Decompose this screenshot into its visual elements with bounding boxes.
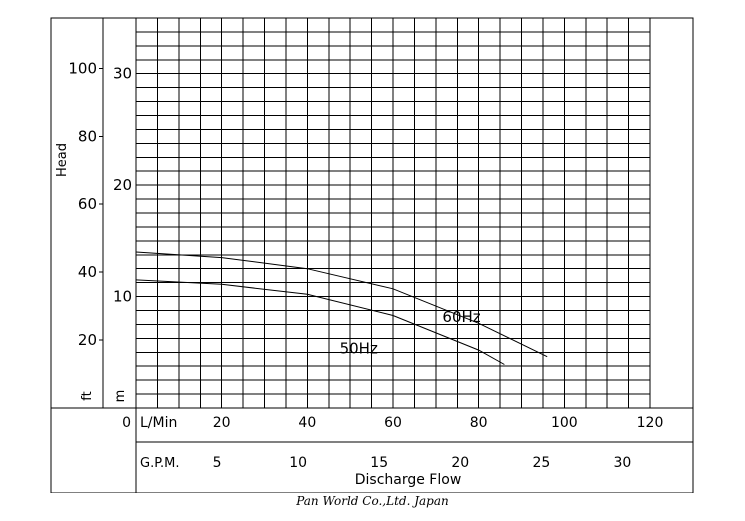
x-tick-label-gpm: 15: [370, 455, 388, 471]
x-tick-label-gpm: 5: [213, 455, 222, 471]
series-line-50hz: [135, 279, 505, 365]
y-tick-label-ft: 100: [68, 59, 97, 77]
y-unit-ft: ft: [80, 391, 95, 400]
y-tick-label-ft: 20: [78, 331, 97, 349]
x-tick-label-gpm: 25: [532, 455, 550, 471]
x-tick-label-lmin: 60: [384, 415, 402, 431]
series-line-60hz: [135, 251, 548, 358]
x-origin-label: 0: [122, 415, 131, 431]
x-tick-label-lmin: 80: [470, 415, 488, 431]
y-tick-label-m: 10: [113, 288, 132, 306]
x-tick-label-lmin: 20: [213, 415, 231, 431]
y-tick-label-ft: 40: [78, 263, 97, 281]
y-unit-m: m: [113, 390, 128, 403]
chart-frame: [50, 17, 694, 493]
x-tick-label-gpm: 20: [451, 455, 469, 471]
outer-frame: [50, 17, 694, 493]
series-label-60hz: 60Hz: [442, 308, 480, 326]
grid: [136, 18, 650, 408]
axis-ticks: 20 40 60 80 100 10 20 30 20 40 60 80 100 120 5 10 15 20 25…: [68, 59, 663, 471]
y-tick-label-m: 20: [113, 176, 132, 194]
pump-performance-chart: 20 40 60 80 100 10 20 30 20 40 60 80 100 120 5 10 15 20 25…: [50, 17, 694, 493]
y-tick-label-m: 30: [113, 65, 132, 83]
y-tick-label-ft: 60: [78, 195, 97, 213]
y-tick-label-ft: 80: [78, 127, 97, 145]
x-tick-label-lmin: 120: [637, 415, 664, 431]
series-lines: 50Hz 60Hz: [135, 251, 548, 365]
company-footer: Pan World Co.,Ltd. Japan: [296, 494, 449, 508]
x-tick-label-lmin: 100: [551, 415, 578, 431]
x-tick-label-lmin: 40: [298, 415, 316, 431]
x-unit-lmin: L/Min: [140, 415, 177, 431]
y-axis-label: Head: [55, 143, 70, 177]
x-tick-label-gpm: 10: [289, 455, 307, 471]
series-label-50hz: 50Hz: [340, 339, 378, 357]
x-tick-label-gpm: 30: [614, 455, 632, 471]
x-unit-gpm: G.P.M.: [140, 456, 180, 471]
x-axis-label: Discharge Flow: [355, 472, 462, 488]
